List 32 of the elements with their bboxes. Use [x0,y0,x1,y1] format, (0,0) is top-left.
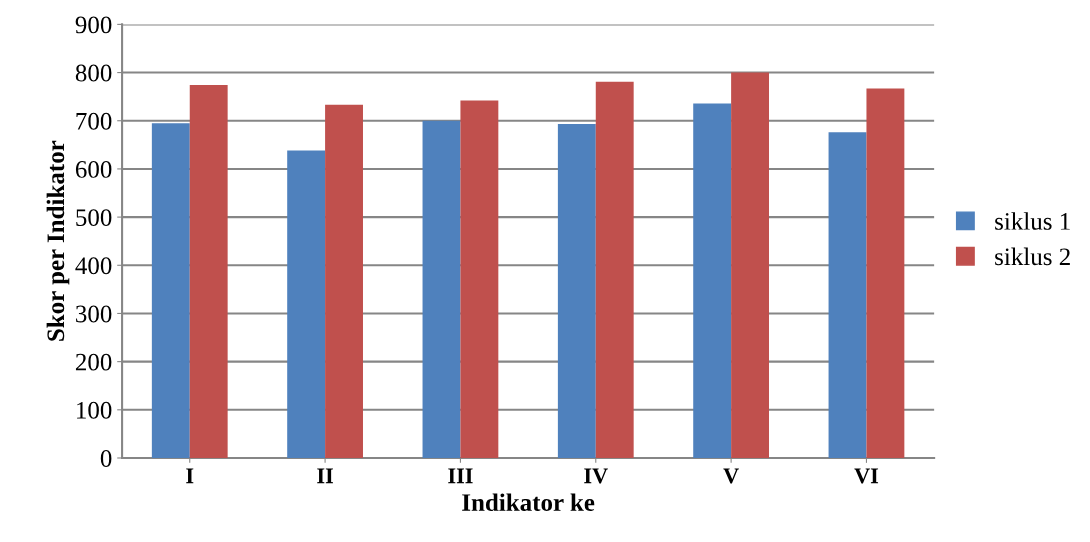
bar [731,72,770,458]
x-tick-label: IV [584,468,608,484]
bar [557,124,596,458]
x-tick-label: II [317,468,333,484]
bar [151,123,190,458]
bar [595,81,634,458]
y-tick-label: 900 [75,16,112,34]
bar [828,132,867,458]
y-tick-label: 600 [75,160,112,178]
bar [693,103,732,458]
y-tick-label: 400 [75,257,112,275]
x-tick-label: I [186,468,194,484]
bar [287,150,326,458]
bar [189,85,228,458]
bar [422,120,461,458]
bar [325,104,363,458]
y-tick-label: 700 [76,112,112,130]
x-tick-label: VI [854,468,879,484]
y-tick-label: 200 [75,353,112,371]
y-tick-label: 500 [76,209,112,227]
y-tick-label: 0 [100,450,112,467]
y-tick-label: 800 [75,64,112,82]
x-tick-label: V [723,468,739,484]
x-axis-title: Indikator ke [462,493,595,512]
y-tick-label: 300 [76,305,112,323]
y-tick-label: 100 [77,401,112,419]
bar [866,88,905,458]
legend-label: siklus 2 [995,247,1070,266]
y-axis-title: Skor per Indikator [46,140,70,341]
legend-label: siklus 1 [995,212,1070,230]
x-tick-label: III [448,468,473,484]
bar [460,100,499,458]
